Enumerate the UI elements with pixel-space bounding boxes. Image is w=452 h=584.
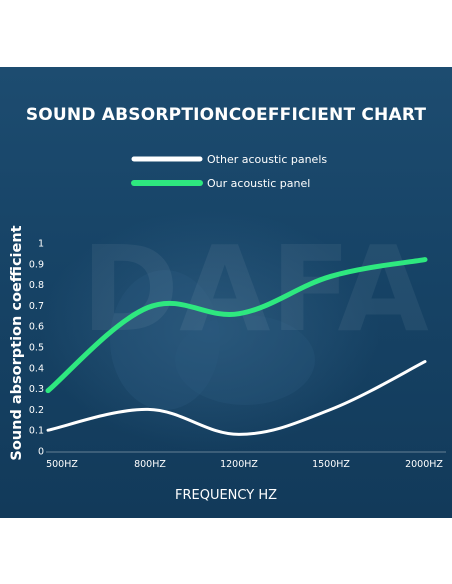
y-tick-label: 0.4 <box>29 363 44 374</box>
series-line-other-panels <box>46 360 427 436</box>
legend-label: Our acoustic panel <box>207 177 310 190</box>
y-tick-label: 0.1 <box>29 426 44 437</box>
y-tick-label: 0.9 <box>29 259 44 270</box>
y-tick-label: 0.5 <box>29 343 44 354</box>
y-tick-label: 0.2 <box>29 405 44 416</box>
watermark: DAFA <box>81 220 429 358</box>
y-tick-label: 0.8 <box>29 280 44 291</box>
y-tick-label: 0.6 <box>29 322 44 333</box>
x-tick-label: 800HZ <box>134 459 166 470</box>
y-axis-label: Sound absorption coefficient <box>9 225 25 460</box>
x-tick-label: 1200HZ <box>220 459 258 470</box>
y-tick-label: 1 <box>38 239 44 250</box>
legend: Other acoustic panels Our acoustic panel <box>131 153 327 190</box>
y-axis-ticks: 0 0.1 0.2 0.3 0.4 0.5 0.6 0.7 0.8 0.9 1 <box>29 239 44 458</box>
x-tick-label: 500HZ <box>46 459 78 470</box>
y-tick-label: 0 <box>38 447 44 458</box>
y-tick-label: 0.7 <box>29 301 44 312</box>
legend-label: Other acoustic panels <box>207 153 327 166</box>
x-axis-ticks: 500HZ 800HZ 1200HZ 1500HZ 2000HZ <box>46 459 443 470</box>
x-tick-label: 1500HZ <box>312 459 350 470</box>
x-tick-label: 2000HZ <box>405 459 443 470</box>
x-axis-label: FREQUENCY HZ <box>175 488 277 503</box>
series-line-our-panel <box>45 257 428 394</box>
y-tick-label: 0.3 <box>29 384 44 395</box>
chart-title: SOUND ABSORPTIONCOEFFICIENT CHART <box>25 105 427 125</box>
background-photo <box>40 210 380 450</box>
series-layer <box>45 257 428 436</box>
